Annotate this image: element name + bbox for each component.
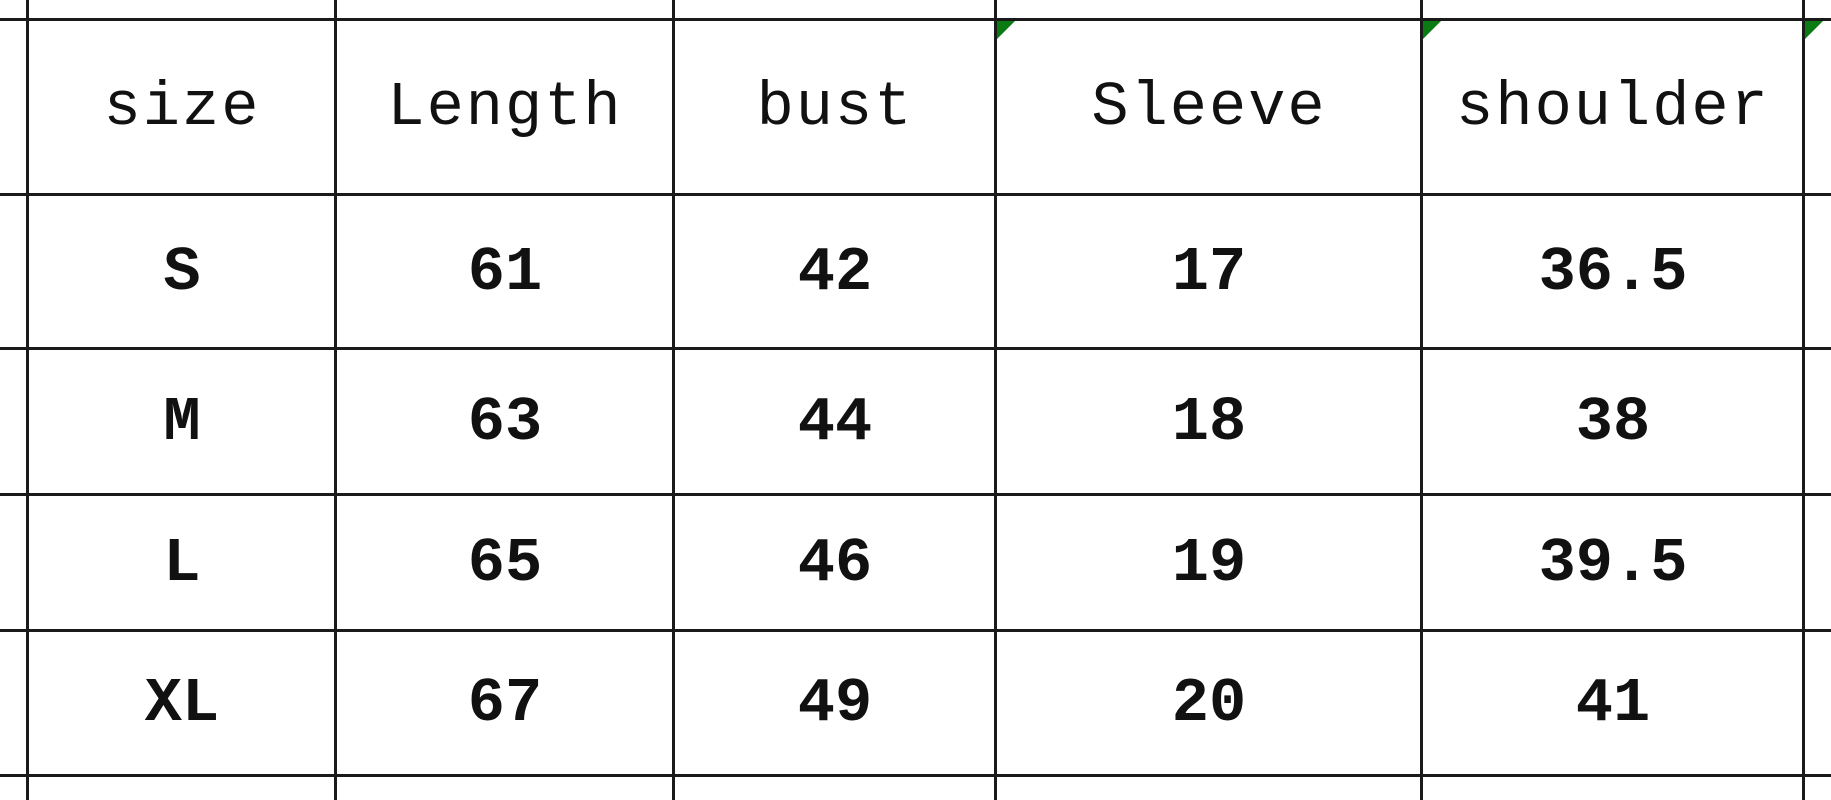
grid-line-vertical [1802,0,1805,800]
grid-line-vertical [334,0,337,800]
grid-line-vertical [26,0,29,800]
header-cell-shoulder[interactable]: shoulder [1456,72,1770,143]
table-cell[interactable]: 67 [467,668,543,739]
table-cell[interactable]: 17 [1171,236,1247,308]
table-cell[interactable]: 44 [797,386,873,458]
table-cell[interactable]: 41 [1575,668,1651,739]
table-cell[interactable]: S [163,236,201,308]
table-cell[interactable]: 61 [467,236,543,308]
table-cell[interactable]: 39.5 [1538,527,1688,599]
table-cell[interactable]: 63 [467,386,543,458]
table-cell[interactable]: 18 [1171,386,1247,458]
comment-marker-icon [1805,21,1823,39]
table-cell[interactable]: 65 [467,527,543,599]
grid-line-vertical [672,0,675,800]
grid-line-horizontal [0,193,1831,196]
header-cell-sleeve[interactable]: Sleeve [1091,72,1327,143]
header-cell-length[interactable]: Length [387,72,623,143]
table-cell[interactable]: 38 [1575,386,1651,458]
grid-line-horizontal [0,774,1831,777]
table-cell[interactable]: 42 [797,236,873,308]
table-cell[interactable]: 19 [1171,527,1247,599]
grid-line-vertical [994,0,997,800]
grid-line-horizontal [0,347,1831,350]
table-cell[interactable]: 36.5 [1538,236,1688,308]
table-cell[interactable]: L [163,527,201,599]
table-cell[interactable]: 46 [797,527,873,599]
header-cell-size[interactable]: size [103,72,261,143]
table-cell[interactable]: 49 [797,668,873,739]
grid-line-vertical [1420,0,1423,800]
grid-line-horizontal [0,629,1831,632]
table-cell[interactable]: M [163,386,201,458]
header-cell-bust[interactable]: bust [756,72,914,143]
table-cell[interactable]: 20 [1171,668,1247,739]
grid-line-horizontal [0,493,1831,496]
comment-marker-icon [997,21,1015,39]
grid-line-horizontal [0,18,1831,21]
comment-marker-icon [1423,21,1441,39]
table-cell[interactable]: XL [144,668,220,739]
